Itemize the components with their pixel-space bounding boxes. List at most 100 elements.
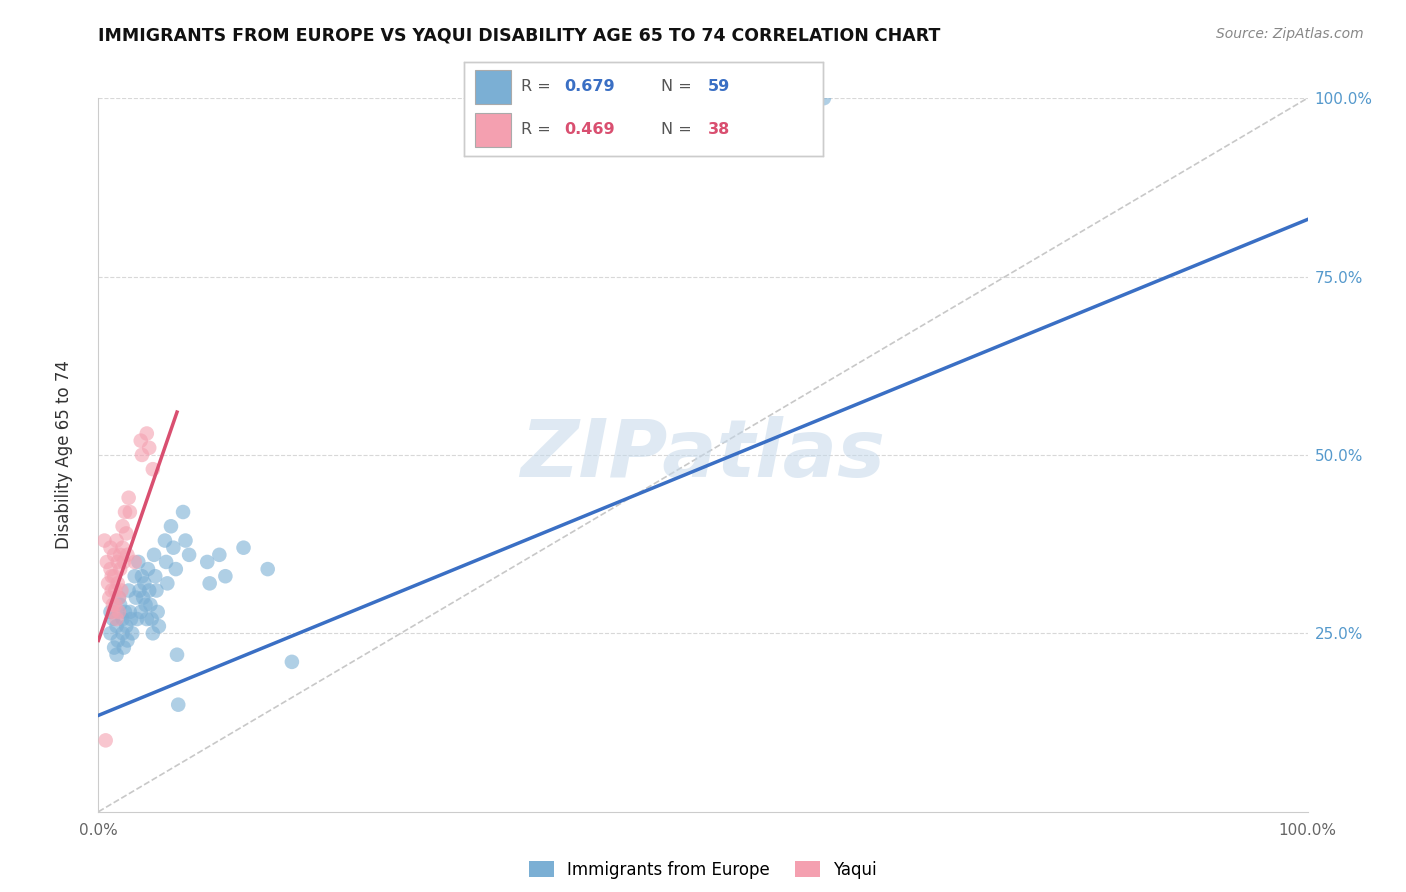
Point <box>100 541 122 555</box>
Point <box>134 576 156 591</box>
Point <box>105 612 128 626</box>
Point <box>128 583 150 598</box>
Point <box>127 555 149 569</box>
Point <box>127 612 149 626</box>
Point <box>114 505 136 519</box>
Point <box>124 569 146 583</box>
Point <box>110 583 132 598</box>
Point <box>103 548 125 562</box>
Point <box>115 526 138 541</box>
Point <box>124 555 146 569</box>
Point <box>96 555 118 569</box>
Point <box>118 605 141 619</box>
Point <box>120 612 142 626</box>
Point <box>160 519 183 533</box>
Point <box>135 426 157 441</box>
Text: 0.679: 0.679 <box>564 79 614 95</box>
Point <box>107 633 129 648</box>
Point <box>100 626 122 640</box>
Point <box>118 491 141 505</box>
Point <box>103 569 125 583</box>
Point <box>165 562 187 576</box>
Text: 0.469: 0.469 <box>564 122 614 137</box>
Point <box>103 640 125 655</box>
Point <box>118 505 141 519</box>
Point <box>101 598 124 612</box>
Point <box>98 591 121 605</box>
Point <box>148 619 170 633</box>
Point <box>135 612 157 626</box>
Point <box>153 533 176 548</box>
Text: Source: ZipAtlas.com: Source: ZipAtlas.com <box>1216 27 1364 41</box>
Point <box>104 583 127 598</box>
Point <box>108 591 131 605</box>
Text: 38: 38 <box>707 122 730 137</box>
Point <box>111 541 134 555</box>
Point <box>100 569 122 583</box>
Point <box>813 91 835 105</box>
Point <box>174 533 197 548</box>
Point <box>105 648 128 662</box>
Point <box>135 598 157 612</box>
Point <box>138 583 160 598</box>
Point <box>129 434 152 448</box>
Point <box>101 612 124 626</box>
Point <box>139 598 162 612</box>
Point <box>131 448 153 462</box>
Point <box>108 605 131 619</box>
Point <box>97 576 120 591</box>
Point <box>172 505 194 519</box>
Point <box>198 576 221 591</box>
Point <box>100 605 122 619</box>
Point <box>107 555 129 569</box>
Point <box>108 591 131 605</box>
Point <box>108 598 131 612</box>
Point <box>167 698 190 712</box>
Text: N =: N = <box>661 79 697 95</box>
Point <box>142 462 165 476</box>
Point <box>232 541 254 555</box>
Point <box>107 576 129 591</box>
Text: R =: R = <box>522 79 557 95</box>
Point <box>166 648 188 662</box>
Point <box>208 548 231 562</box>
Point <box>143 548 166 562</box>
Point <box>143 569 166 583</box>
Point <box>138 441 160 455</box>
Text: ZIPatlas: ZIPatlas <box>520 416 886 494</box>
Point <box>256 562 278 576</box>
Point <box>111 612 134 626</box>
Point <box>156 576 179 591</box>
Point <box>129 605 152 619</box>
Point <box>101 605 124 619</box>
Point <box>155 555 177 569</box>
Point <box>118 583 141 598</box>
Point <box>112 555 135 569</box>
Legend: Immigrants from Europe, Yaqui: Immigrants from Europe, Yaqui <box>522 855 884 886</box>
Point <box>108 548 131 562</box>
Point <box>142 626 165 640</box>
Point <box>105 619 128 633</box>
Point <box>117 633 139 648</box>
Point <box>105 533 128 548</box>
Point <box>131 569 153 583</box>
FancyBboxPatch shape <box>475 113 510 147</box>
Point <box>136 562 159 576</box>
Point <box>141 612 163 626</box>
Point <box>115 619 138 633</box>
Point <box>125 591 148 605</box>
Y-axis label: Disability Age 65 to 74: Disability Age 65 to 74 <box>55 360 73 549</box>
Text: N =: N = <box>661 122 697 137</box>
Point <box>145 583 167 598</box>
Point <box>195 555 218 569</box>
Point <box>93 533 115 548</box>
Point <box>100 562 122 576</box>
Point <box>179 548 201 562</box>
Text: R =: R = <box>522 122 557 137</box>
Point <box>121 626 143 640</box>
FancyBboxPatch shape <box>475 70 510 103</box>
Point <box>111 626 134 640</box>
Point <box>214 569 236 583</box>
Point <box>108 562 131 576</box>
Text: 59: 59 <box>707 79 730 95</box>
